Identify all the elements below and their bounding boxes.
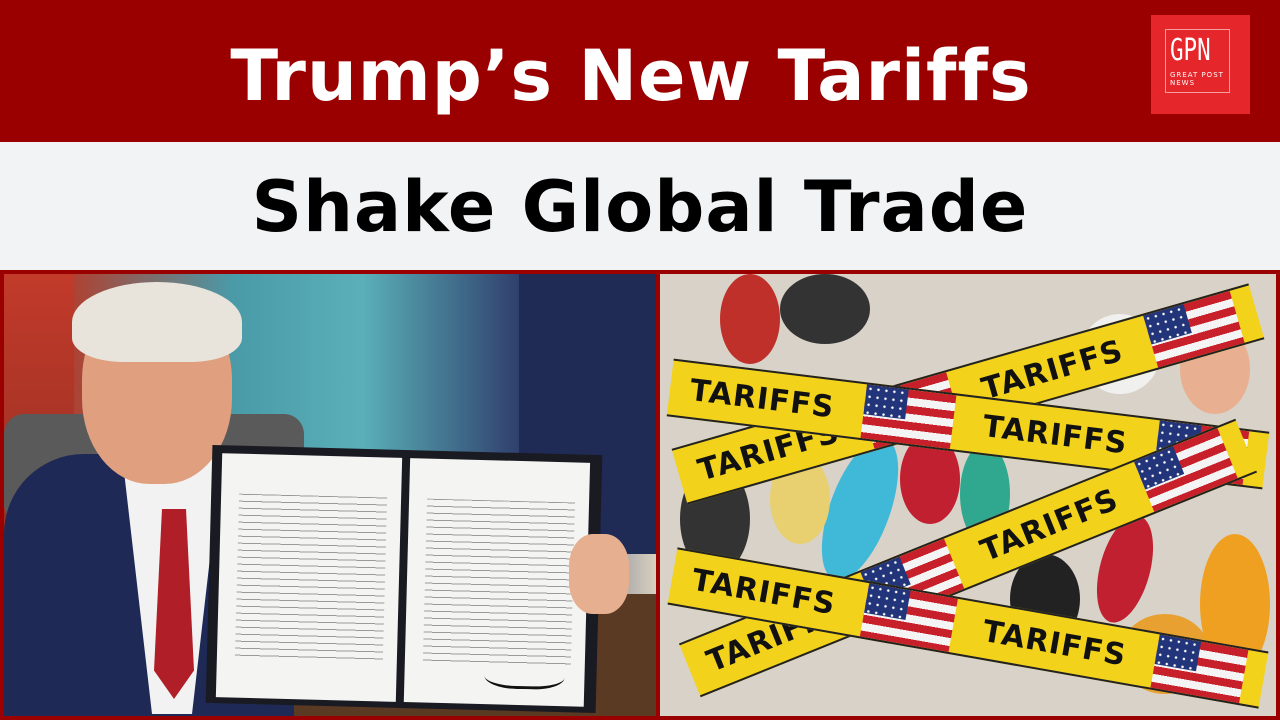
logo-sub-text: GREAT POST NEWS bbox=[1170, 71, 1224, 87]
signed-document-folder bbox=[205, 444, 603, 714]
tape-text: TARIFFS bbox=[977, 332, 1128, 407]
us-flag-icon bbox=[860, 384, 957, 449]
logo-frame bbox=[1165, 29, 1230, 93]
photo-collage: TARIFFS TARIFFS TARIFFS TARIFFS TARIFFS … bbox=[0, 270, 1280, 720]
logo-sub-line-2: NEWS bbox=[1170, 79, 1196, 87]
person-hair bbox=[72, 282, 242, 362]
us-flag-icon bbox=[860, 583, 959, 653]
document-page-left bbox=[215, 453, 403, 702]
headline-line-1: Trump’s New Tariffs bbox=[230, 35, 1032, 117]
tape-text: TARIFFS bbox=[687, 372, 837, 425]
headline-line-2: Shake Global Trade bbox=[251, 166, 1029, 248]
logo-main-text: GPN bbox=[1170, 33, 1211, 68]
photo-tariff-pills: TARIFFS TARIFFS TARIFFS TARIFFS TARIFFS … bbox=[660, 274, 1276, 716]
tape-text: TARIFFS bbox=[979, 613, 1130, 674]
photo-signing-document bbox=[4, 274, 656, 716]
headline-bottom-band: Shake Global Trade bbox=[0, 142, 1280, 270]
gpn-logo[interactable]: GPN GREAT POST NEWS bbox=[1151, 15, 1250, 114]
logo-sub-line-1: GREAT POST bbox=[1170, 71, 1224, 79]
signature bbox=[484, 657, 565, 691]
pill bbox=[780, 274, 870, 344]
document-page-right bbox=[403, 458, 591, 707]
tape-text: TARIFFS bbox=[980, 408, 1130, 461]
tape-text: TARIFFS bbox=[689, 562, 839, 622]
headline-top-band: Trump’s New Tariffs GPN GREAT POST NEWS bbox=[0, 0, 1280, 142]
hand bbox=[569, 534, 629, 614]
tie bbox=[154, 509, 194, 699]
pill bbox=[720, 274, 780, 364]
